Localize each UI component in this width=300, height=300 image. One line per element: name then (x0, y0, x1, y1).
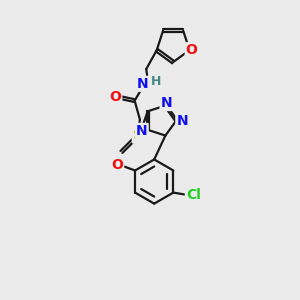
Text: N: N (176, 114, 188, 128)
Text: O: O (110, 91, 121, 104)
Text: O: O (111, 158, 123, 172)
Text: N: N (160, 96, 172, 110)
Text: Cl: Cl (186, 188, 201, 202)
Text: N: N (136, 124, 148, 138)
Text: O: O (186, 43, 198, 57)
Text: H: H (151, 75, 161, 88)
Text: S: S (133, 128, 143, 142)
Text: N: N (137, 77, 149, 91)
